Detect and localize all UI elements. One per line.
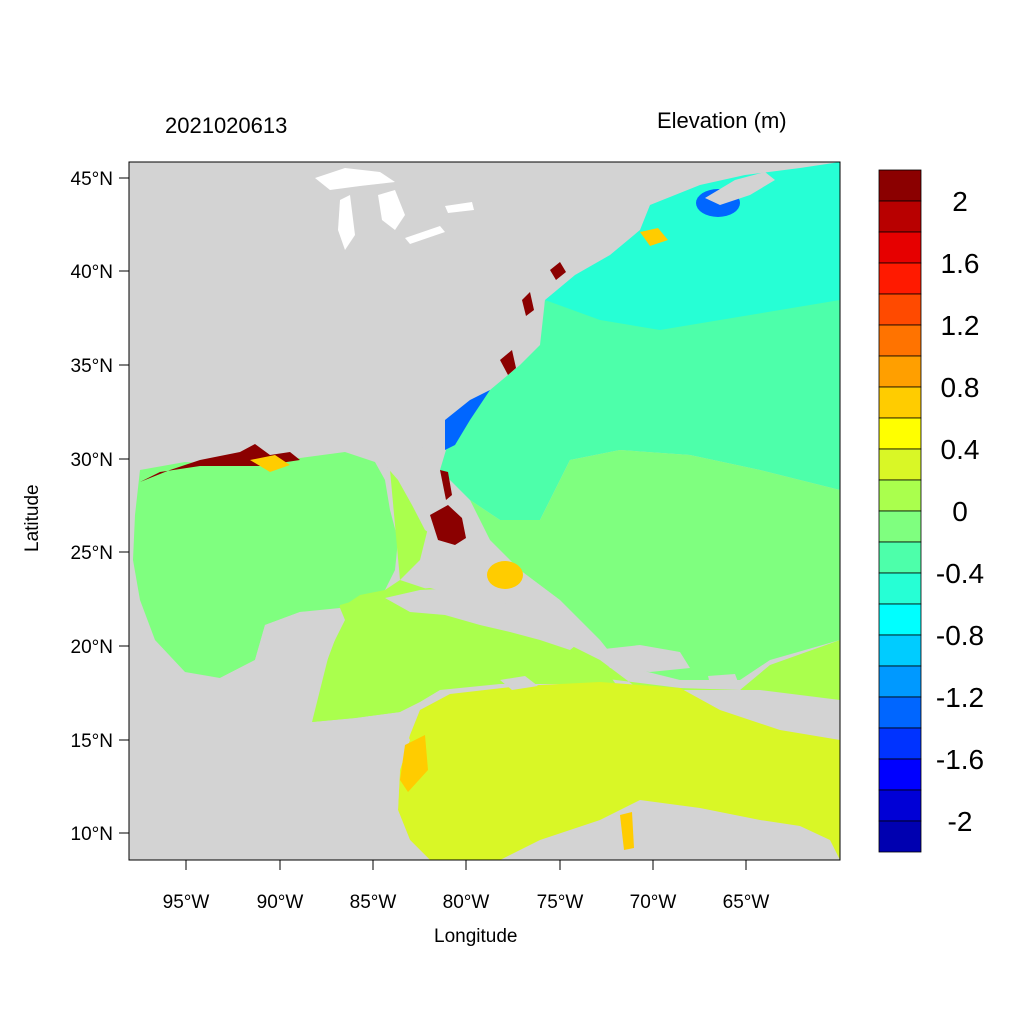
lake-michigan [338, 195, 355, 250]
colorbar-swatch [878, 665, 922, 698]
lat-tick-label: 20°N [71, 637, 113, 658]
yucatan-land [190, 608, 345, 722]
lon-tick-label: 70°W [630, 892, 677, 913]
lon-tick-label: 95°W [163, 892, 210, 913]
colorbar-swatch [878, 696, 922, 729]
colorbar-swatch [878, 758, 922, 791]
lon-tick-label: 65°W [723, 892, 770, 913]
gulf-coast-surge-yellow [250, 455, 290, 472]
colorbar-swatch [878, 262, 922, 295]
colorbar-label: 0.8 [941, 372, 980, 403]
atlantic-mid-water [440, 300, 840, 520]
atlantic-south-water [470, 450, 840, 680]
lat-tick-label: 35°N [71, 356, 113, 377]
colorbar-label: -0.8 [936, 620, 984, 651]
lake-ontario [445, 202, 474, 213]
lon-tick-label: 85°W [350, 892, 397, 913]
lake-huron [378, 190, 405, 230]
gulf-coast-surge [140, 444, 300, 482]
colorbar-swatch [878, 603, 922, 636]
colorbar-swatch [878, 355, 922, 388]
puerto-rico-land [708, 674, 738, 684]
south-america-land [500, 800, 840, 860]
lake-superior [315, 168, 395, 190]
lat-tick-label: 15°N [71, 731, 113, 752]
lon-tick-label: 90°W [257, 892, 304, 913]
colorbar-swatch [878, 572, 922, 605]
colorbar-label: -0.4 [936, 558, 984, 589]
colorbar-label: -1.2 [936, 682, 984, 713]
colorbar-label: -1.6 [936, 744, 984, 775]
cuba-land [385, 588, 580, 650]
colorbar-swatch [878, 231, 922, 264]
caribbean-west-2 [312, 588, 620, 722]
colorbar-label: 0 [952, 496, 968, 527]
colorbar-swatch [878, 324, 922, 357]
colorbar-swatch [878, 200, 922, 233]
lat-tick-label: 40°N [71, 262, 113, 283]
colorbar-swatch [878, 727, 922, 760]
new-england-high [640, 228, 668, 246]
colorbar-label: 0.4 [941, 434, 980, 465]
nicaragua-coast-high [400, 735, 428, 792]
colorbar-swatch [878, 820, 922, 853]
nova-scotia-land [705, 172, 775, 205]
colorbar-label: 1.2 [941, 310, 980, 341]
lon-tick-label: 75°W [537, 892, 584, 913]
florida-surge-2 [440, 470, 452, 500]
date-label: 2021020613 [165, 113, 288, 138]
gulf-of-mexico [133, 452, 398, 678]
maracaibo-high [620, 812, 634, 850]
colorbar: 2 1.6 1.2 0.8 0.4 0 -0.4 -0.8 -1.2 -1.6 -2 [878, 169, 984, 853]
latitude-ticks: 45°N 40°N 35°N 30°N 25°N 20°N 15°N 10°N [71, 169, 129, 845]
lat-tick-label: 30°N [71, 450, 113, 471]
x-axis-label: Longitude [434, 926, 518, 947]
colorbar-label: 2 [952, 186, 968, 217]
map-area [129, 162, 840, 860]
lon-tick-label: 80°W [443, 892, 490, 913]
plot-frame [128, 161, 841, 861]
hispaniola-land [595, 645, 690, 672]
lake-erie [405, 226, 445, 244]
bahamas-high [487, 561, 523, 589]
jamaica-land [500, 676, 538, 690]
colorbar-swatch [878, 169, 922, 202]
lat-tick-label: 25°N [71, 543, 113, 564]
georgia-bight-low [445, 390, 490, 450]
colorbar-swatch [878, 417, 922, 450]
colorbar-swatch [878, 448, 922, 481]
florida-land [370, 445, 450, 540]
lat-tick-label: 10°N [71, 824, 113, 845]
colorbar-swatch [878, 541, 922, 574]
colorbar-swatch [878, 386, 922, 419]
central-america-land [129, 716, 430, 860]
colorbar-swatch [878, 789, 922, 822]
longitude-ticks: 95°W 90°W 85°W 80°W 75°W 70°W 65°W [163, 860, 770, 913]
colorbar-swatch [878, 479, 922, 512]
colorbar-label: 1.6 [941, 248, 980, 279]
colorbar-swatch [878, 510, 922, 543]
atlantic-coast-surge [500, 262, 566, 375]
variable-label: Elevation (m) [657, 108, 787, 133]
lat-tick-label: 45°N [71, 169, 113, 190]
colorbar-swatch [878, 293, 922, 326]
colorbar-label: -2 [948, 806, 973, 837]
florida-surge [430, 505, 466, 545]
colorbar-swatch [878, 634, 922, 667]
